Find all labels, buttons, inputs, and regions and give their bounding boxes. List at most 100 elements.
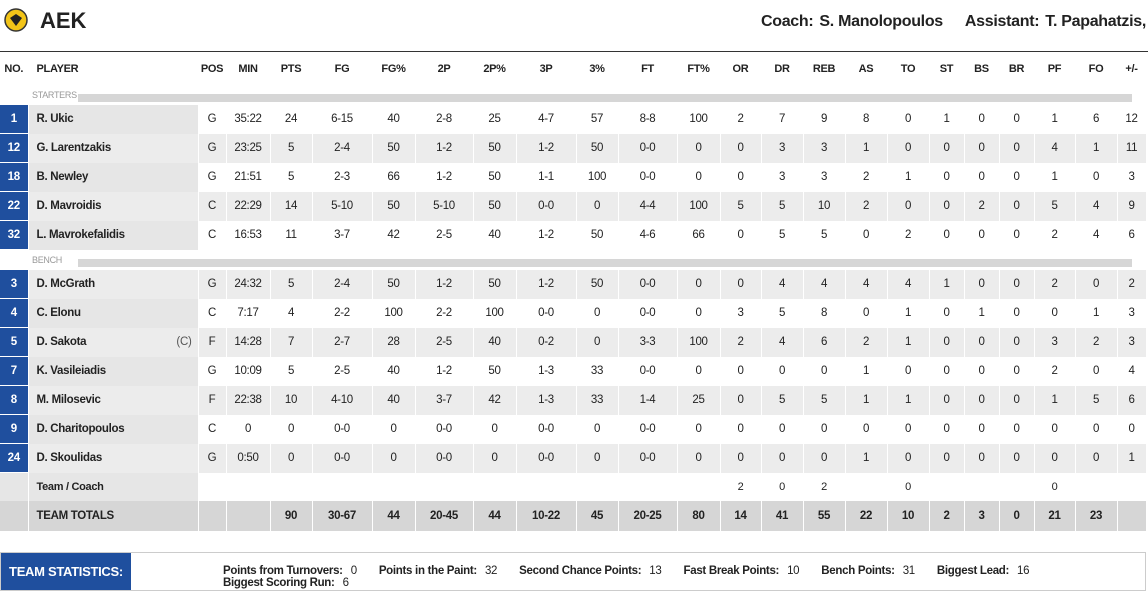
column-header: OR (720, 52, 762, 85)
stat-cell: 0 (720, 162, 762, 192)
stat-cell: 4 (761, 327, 804, 357)
stat-cell: 2 (887, 220, 930, 250)
player-name-cell: G. Larentzakis (28, 133, 199, 163)
stat-cell (964, 472, 1000, 501)
stat-cell: G (198, 162, 227, 192)
stat-cell: 0 (845, 414, 888, 444)
stat-cell: 2 (720, 327, 762, 357)
stat-cell: 0 (677, 270, 721, 299)
stat-cell: 14 (720, 501, 762, 531)
column-header: REB (803, 52, 846, 85)
stat-cell: 0 (226, 414, 271, 444)
stat-cell: 0-0 (618, 443, 678, 473)
stat-cell: 5 (270, 162, 313, 192)
stat-cell: 0 (929, 162, 965, 192)
empty-cell (0, 472, 29, 501)
team-stat-label: Biggest Lead: (936, 565, 1010, 577)
stat-cell: 0 (999, 385, 1035, 415)
stat-cell: 0 (929, 385, 965, 415)
stat-cell: 24:32 (226, 270, 271, 299)
stat-cell: 2-3 (312, 162, 373, 192)
stat-cell: 5 (803, 220, 846, 250)
team-stat-label: Bench Points: (821, 565, 895, 577)
stat-cell: 0 (845, 298, 888, 328)
player-number: 18 (0, 162, 29, 192)
player-name: R. Ukic (36, 113, 74, 126)
stat-cell: 0 (720, 220, 762, 250)
player-number: 22 (0, 191, 29, 221)
stat-cell: 0 (473, 414, 517, 444)
stat-cell: 2-5 (415, 220, 474, 250)
stat-cell: 1-1 (516, 162, 577, 192)
stat-cell: 40 (473, 327, 517, 357)
assistant-name: T. Papahatzis, (1045, 13, 1146, 30)
stat-cell: 0 (999, 133, 1035, 163)
stat-cell: 50 (473, 356, 517, 386)
team-stat: Fast Break Points: 10 (684, 565, 800, 577)
stat-cell: 1-3 (516, 385, 577, 415)
stat-cell: 0-0 (516, 191, 577, 221)
stat-cell: 4 (1075, 191, 1118, 221)
stat-cell: 3 (761, 133, 804, 163)
stat-cell: 25 (473, 105, 517, 134)
team-stat: Biggest Lead: 16 (936, 565, 1030, 577)
stat-cell: 2-5 (312, 356, 373, 386)
stat-cell: 0 (1034, 414, 1076, 444)
stat-cell: 6 (1075, 105, 1118, 134)
stat-cell: 1 (1117, 443, 1147, 473)
stat-cell: 0-0 (618, 356, 678, 386)
stat-cell: 3 (1117, 298, 1147, 328)
stat-cell: 5 (761, 191, 804, 221)
stat-cell: 0 (999, 220, 1035, 250)
stat-cell: 55 (803, 501, 846, 531)
stat-cell: 100 (576, 162, 619, 192)
stat-cell: 3-7 (415, 385, 474, 415)
stat-cell: 1 (1075, 133, 1118, 163)
team-stat-value: 32 (484, 565, 498, 577)
team-stat: Bench Points: 31 (821, 565, 915, 577)
stat-cell: 25 (677, 385, 721, 415)
stat-cell: 0-0 (618, 414, 678, 444)
stat-cell: 0 (964, 443, 1000, 473)
coach-name: S. Manolopoulos (819, 13, 943, 30)
team-stat-value: 0 (350, 565, 357, 577)
stat-cell: 0-0 (618, 270, 678, 299)
stat-cell: 1-2 (415, 162, 474, 192)
header-row: NO. PLAYER POS MIN PTS FG FG% 2P 2P% 3P 3% FT FT% OR D… (0, 52, 1147, 85)
stat-cell: 0 (929, 327, 965, 357)
team-stat: Points from Turnovers: 0 (223, 565, 357, 577)
stat-cell: 5 (270, 270, 313, 299)
stat-cell: 50 (473, 162, 517, 192)
stat-cell: 0 (1117, 414, 1147, 444)
stat-cell: 0 (677, 162, 721, 192)
stat-cell: 0-2 (516, 327, 577, 357)
team-stat-label: Points in the Paint: (378, 565, 477, 577)
stat-cell: 16:53 (226, 220, 271, 250)
stat-cell: 6 (1117, 385, 1147, 415)
stat-cell: 2 (1034, 356, 1076, 386)
player-number: 5 (0, 327, 29, 357)
stat-cell: 0:50 (226, 443, 271, 473)
stat-cell: 1 (1034, 105, 1076, 134)
player-name-cell: B. Newley (28, 162, 199, 192)
stat-cell: 0 (964, 162, 1000, 192)
stat-cell: 8 (845, 105, 888, 134)
stat-cell (999, 472, 1035, 501)
stat-cell: 1-2 (516, 133, 577, 163)
player-name: G. Larentzakis (36, 142, 112, 154)
player-name-cell: C. Elonu (28, 298, 199, 328)
stat-cell: 1-2 (415, 270, 474, 299)
stat-cell: 66 (677, 220, 721, 250)
stat-cell (226, 501, 271, 531)
stat-cell: 50 (473, 133, 517, 163)
assistant-label: Assistant: (964, 13, 1040, 30)
stat-cell: 2 (845, 327, 888, 357)
stat-cell: 21 (1034, 501, 1076, 531)
stat-cell (270, 472, 313, 501)
player-name-cell: D. Sakota (C) (28, 327, 199, 357)
stat-cell: 0 (964, 385, 1000, 415)
stat-cell: C (198, 191, 227, 221)
stat-cell: 0 (1075, 162, 1118, 192)
stat-cell: 3 (1117, 162, 1147, 192)
player-name-cell: M. Milosevic (28, 385, 199, 415)
